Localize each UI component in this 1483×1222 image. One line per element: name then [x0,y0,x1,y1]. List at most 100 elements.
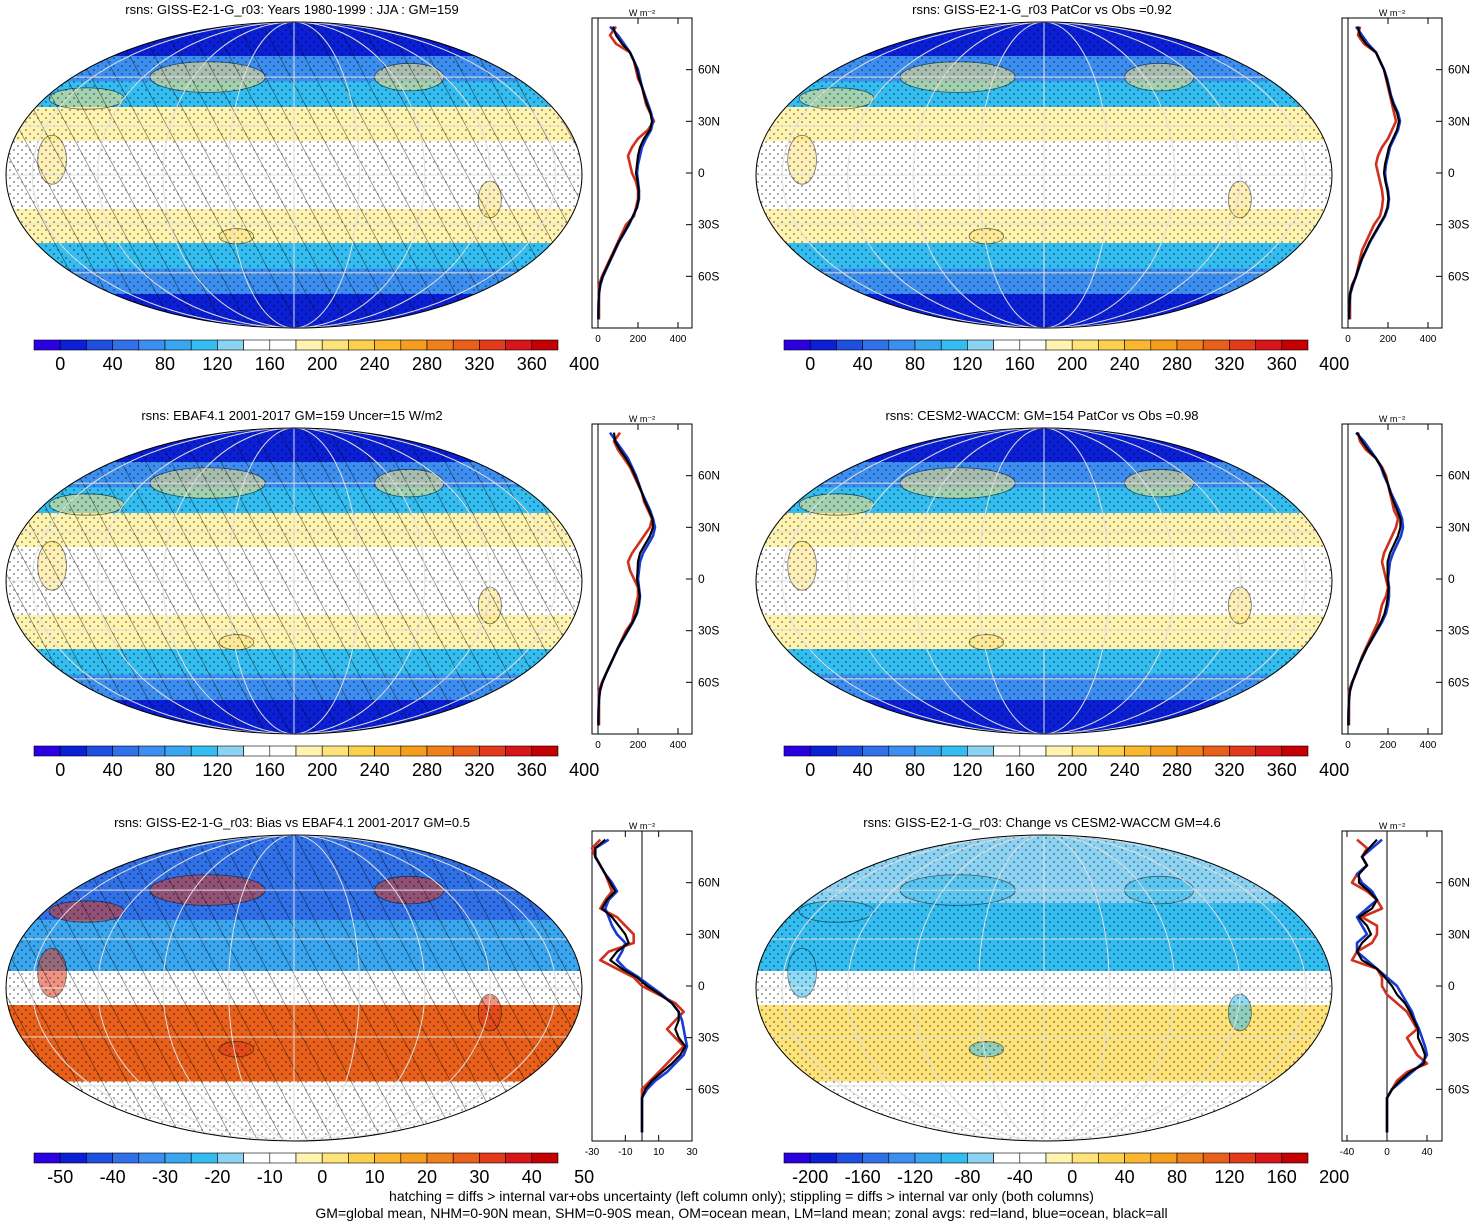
colorbar-swatch [479,1152,506,1164]
map-border [755,427,1333,735]
lat-tick-label: 30N [698,114,720,128]
zonal-mean-plot: 0 200 400 W m⁻² 60N 30N 0 30S 60S [1341,8,1470,345]
colorbar-swatch [1255,1152,1283,1164]
colorbar-swatch [33,339,61,351]
colorbar-tick-label: 0 [1067,1167,1077,1187]
colorbar-swatch [1176,339,1204,351]
colorbar-swatch [1098,745,1125,757]
colorbar-tick-label: 360 [517,354,547,374]
x-tick-label: 200 [1380,334,1397,345]
colorbar-swatch [1019,339,1047,351]
colorbar-swatch [505,339,533,351]
colorbar-tick-label: -80 [954,1167,980,1187]
colorbar-swatch [940,745,968,757]
lat-tick-label: 60N [698,469,720,483]
zonal-mean-plot: -40 0 40 W m⁻² 60N 30N 0 30S 60S [1340,821,1470,1158]
colorbar-swatch [190,745,218,757]
zonal-line-all [594,838,687,1133]
colorbar-swatch [374,745,402,757]
colorbar-swatch [217,745,244,757]
zonal-line-land [590,838,686,1133]
colorbar-tick-label: 280 [1162,354,1192,374]
lat-tick-label: 0 [1448,979,1455,993]
colorbar-swatch [33,745,61,757]
colorbar-swatch [426,745,454,757]
colorbar-tick-label: 320 [464,354,494,374]
colorbar-swatch [783,339,811,351]
zonal-unit-label: W m⁻² [629,8,655,18]
colorbar-tick-label: 120 [202,760,232,780]
colorbar-swatch [505,745,533,757]
colorbar: 0 40 80 120 160 200 240 280 320 360 400 [33,339,599,374]
colorbar-tick-label: -50 [47,1167,73,1187]
colorbar-tick-label: 80 [155,354,175,374]
colorbar-swatch [269,1152,297,1164]
colorbar-tick-label: 40 [853,760,873,780]
colorbar-swatch [452,1152,480,1164]
colorbar-tick-label: 360 [1267,354,1297,374]
colorbar: 0 40 80 120 160 200 240 280 320 360 400 [33,745,599,780]
colorbar-swatch [1281,745,1309,757]
zonal-line-all [597,26,654,320]
colorbar-swatch [967,339,994,351]
colorbar-swatch [1071,745,1099,757]
colorbar-swatch [59,1152,87,1164]
lat-tick-label: 60N [1448,876,1470,890]
colorbar-swatch [138,745,166,757]
colorbar-swatch [452,339,480,351]
colorbar-tick-label: 280 [1162,760,1192,780]
colorbar-swatch [888,745,916,757]
colorbar-tick-label: 10 [365,1167,385,1187]
x-tick-label: -30 [585,1147,600,1158]
colorbar-swatch [914,745,942,757]
colorbar-tick-label: 80 [905,354,925,374]
colorbar-swatch [269,339,297,351]
lat-tick-label: 60S [698,269,719,283]
colorbar-swatch [1281,1152,1309,1164]
colorbar-swatch [400,339,428,351]
x-tick-label: -40 [1340,1147,1355,1158]
colorbar-swatch [138,1152,166,1164]
lat-tick-label: 30N [698,927,720,941]
panel-title: rsns: GISS-E2-1-G_r03: Years 1980-1999 :… [125,2,459,17]
colorbar-swatch [1202,745,1230,757]
colorbar-tick-label: -40 [100,1167,126,1187]
zonal-line-all [597,432,655,726]
colorbar-tick-label: 400 [1319,760,1349,780]
colorbar-swatch [888,1152,916,1164]
colorbar-tick-label: 400 [569,760,599,780]
zonal-frame [591,17,693,329]
colorbar-swatch [374,1152,402,1164]
colorbar-swatch [836,1152,863,1164]
panel-p1-graphics: 0 200 400 W m⁻² 60N 30N 0 30S 60S 0 40 80 120 160 200 2… [5,8,720,374]
colorbar: -200 -160 -120 -80 -40 0 40 80 120 160 200 [783,1152,1349,1187]
colorbar-tick-label: 20 [417,1167,437,1187]
colorbar-swatch [138,339,166,351]
map-field [756,428,1332,734]
x-tick-label: 400 [670,334,687,345]
colorbar-tick-label: -30 [152,1167,178,1187]
zonal-unit-label: W m⁻² [629,821,655,831]
colorbar-swatch [531,1152,559,1164]
colorbar-swatch [1255,339,1283,351]
colorbar-swatch [809,745,837,757]
colorbar-swatch [348,339,375,351]
colorbar-swatch [479,745,506,757]
lat-tick-label: 0 [1448,572,1455,586]
colorbar-swatch [243,745,271,757]
colorbar-swatch [993,745,1021,757]
zonal-line-all [1355,838,1427,1133]
colorbar-swatch [112,1152,140,1164]
colorbar-tick-label: 280 [412,760,442,780]
colorbar-swatch [217,1152,244,1164]
colorbar-swatch [809,1152,837,1164]
x-tick-label: 400 [1420,740,1437,751]
lat-tick-label: 60N [1448,469,1470,483]
colorbar-tick-label: 200 [1319,1167,1349,1187]
colorbar-swatch [914,1152,942,1164]
colorbar-swatch [1281,339,1309,351]
lat-tick-label: 0 [1448,166,1455,180]
colorbar-swatch [86,745,113,757]
